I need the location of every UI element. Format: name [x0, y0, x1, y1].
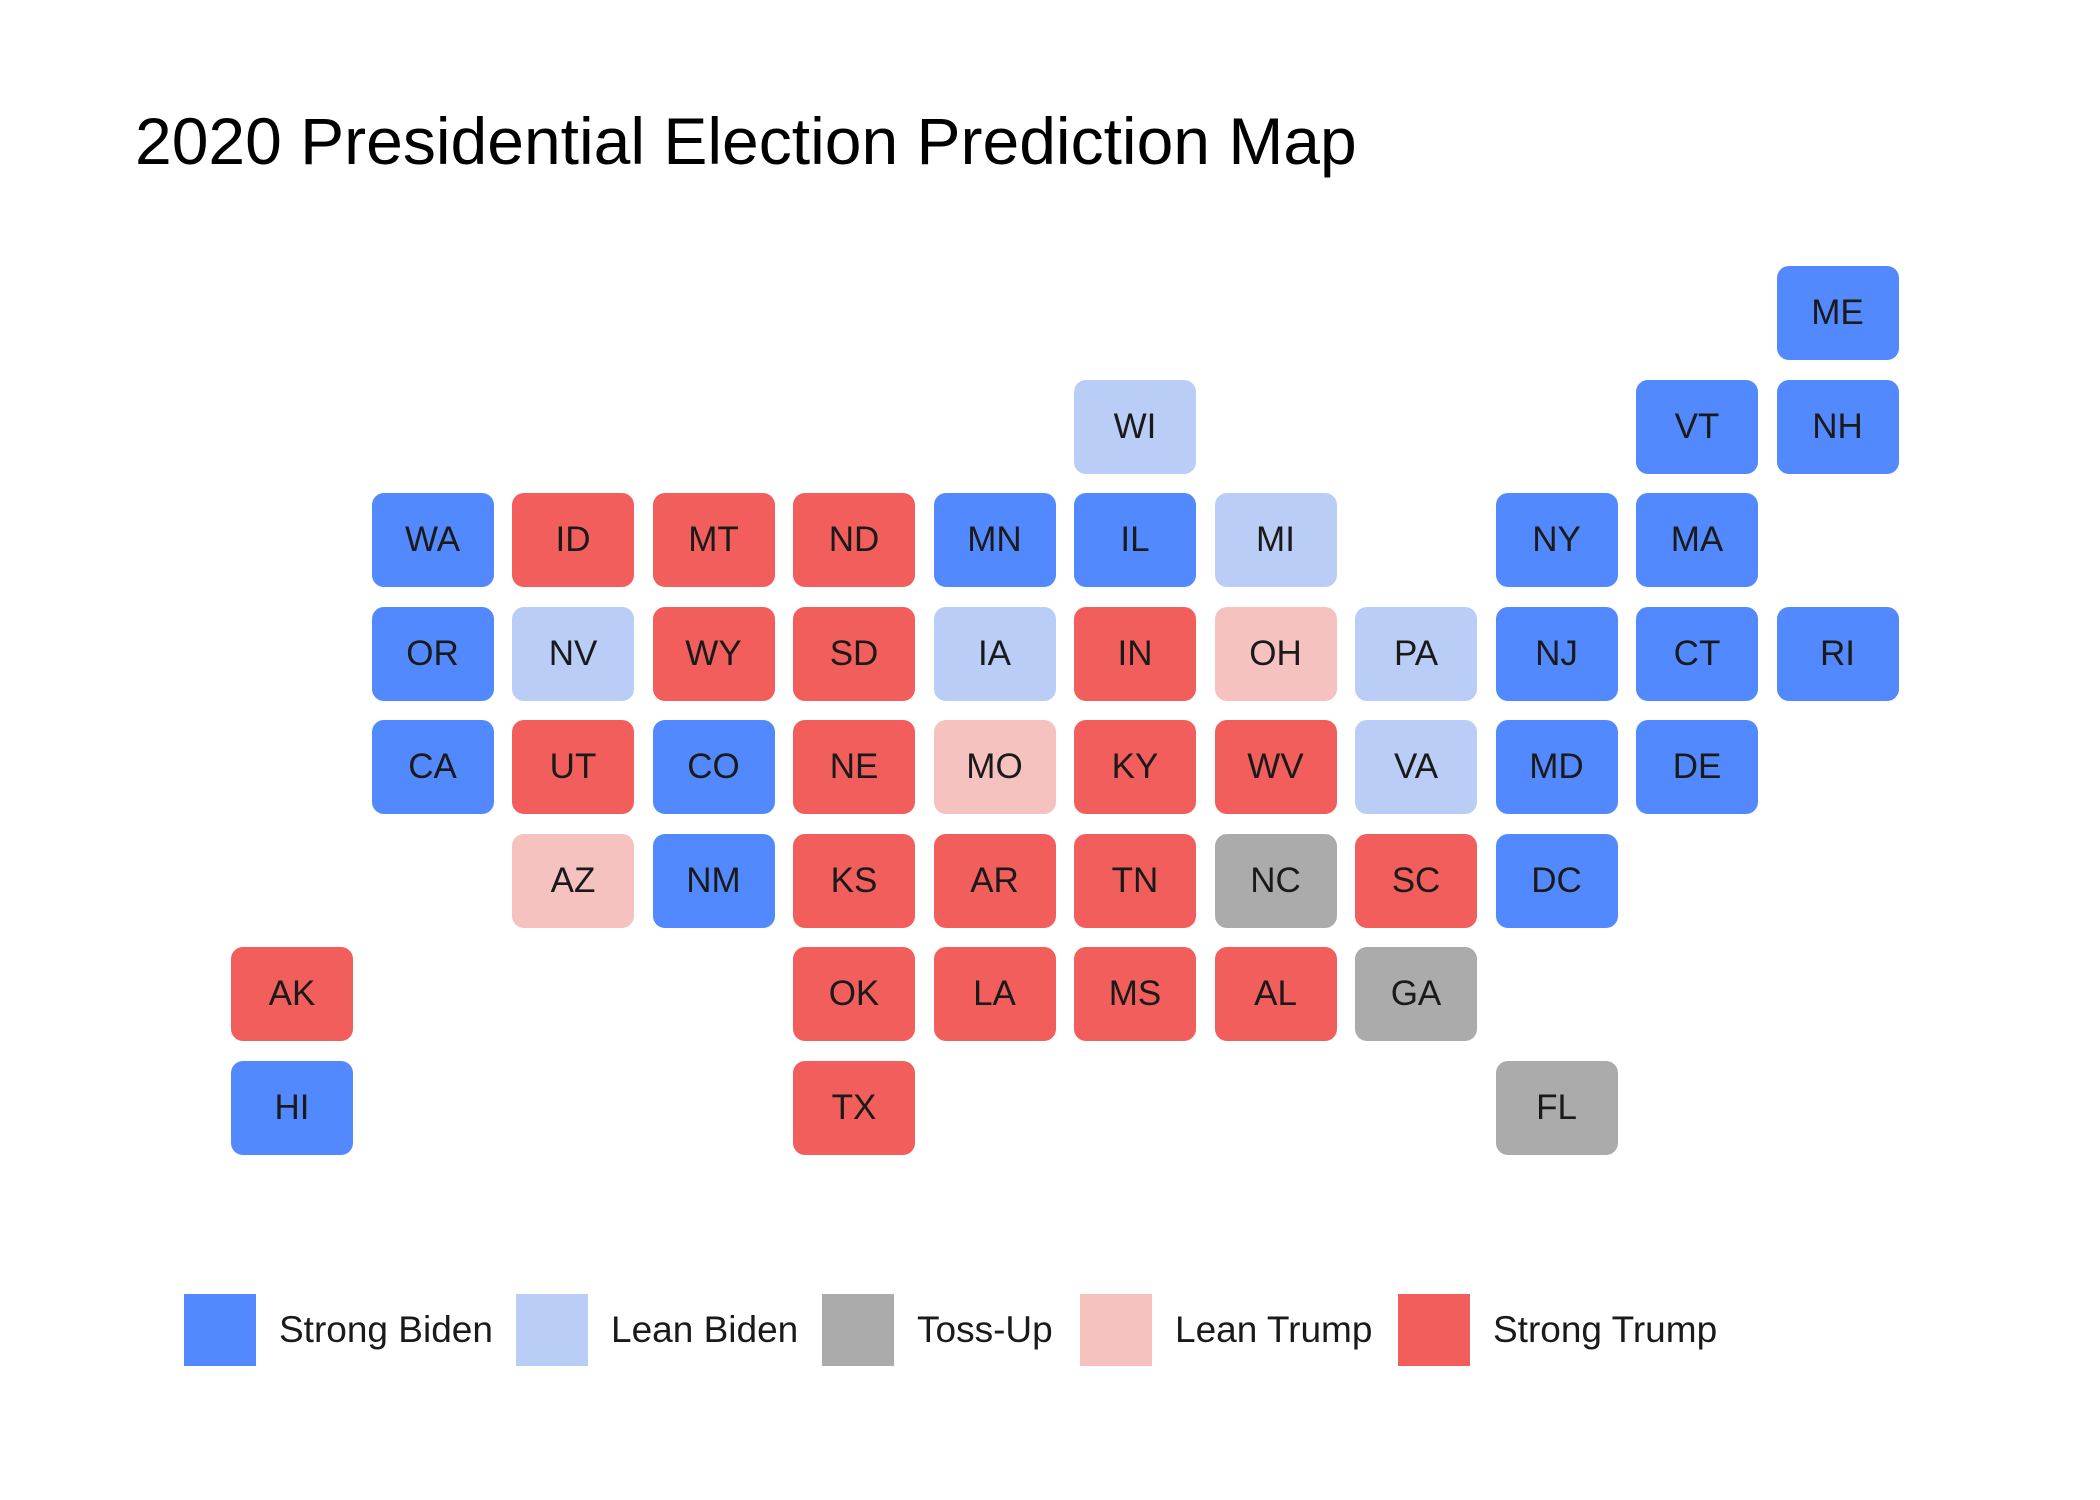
state-tile-ct: CT — [1636, 606, 1758, 701]
state-tile-pa: PA — [1355, 606, 1477, 701]
state-tile-ri: RI — [1776, 606, 1899, 701]
legend-swatch-toss-up — [822, 1294, 894, 1366]
state-tile-mi: MI — [1214, 493, 1337, 587]
state-tile-tn: TN — [1074, 833, 1196, 928]
state-tile-nc: NC — [1214, 833, 1337, 928]
state-tile-nv: NV — [512, 606, 634, 701]
state-tile-wy: WY — [652, 606, 775, 701]
state-tile-ks: KS — [793, 833, 915, 928]
state-tile-fl: FL — [1495, 1060, 1618, 1155]
state-tile-ut: UT — [512, 720, 634, 814]
state-tile-nh: NH — [1776, 379, 1899, 474]
state-tile-ca: CA — [371, 720, 494, 814]
state-tile-sc: SC — [1355, 833, 1477, 928]
state-tile-nd: ND — [793, 493, 915, 587]
legend-label-strong-biden: Strong Biden — [279, 1309, 493, 1350]
legend-label-toss-up: Toss-Up — [917, 1309, 1053, 1350]
state-tile-nj: NJ — [1495, 606, 1618, 701]
state-tile-dc: DC — [1495, 833, 1618, 928]
state-tile-mn: MN — [933, 493, 1056, 587]
state-tile-al: AL — [1214, 947, 1337, 1041]
state-tile-ga: GA — [1355, 947, 1477, 1041]
state-tile-ok: OK — [793, 947, 915, 1041]
state-tile-grid: ME WI VT NH WA ID MT ND MN IL MI NY MA OR NV WY SD IA IN OH… — [231, 266, 1899, 1155]
state-tile-ny: NY — [1495, 493, 1618, 587]
legend-swatch-lean-trump — [1080, 1294, 1152, 1366]
state-tile-co: CO — [652, 720, 775, 814]
state-tile-id: ID — [512, 493, 634, 587]
state-tile-mt: MT — [652, 493, 775, 587]
state-tile-ms: MS — [1074, 947, 1196, 1041]
state-tile-il: IL — [1074, 493, 1196, 587]
legend-swatch-strong-biden — [184, 1294, 256, 1366]
map-title: 2020 Presidential Election Prediction Ma… — [135, 104, 1357, 178]
state-tile-in: IN — [1074, 606, 1196, 701]
state-tile-mo: MO — [933, 720, 1056, 814]
state-tile-tx: TX — [793, 1060, 915, 1155]
state-tile-me: ME — [1776, 266, 1899, 360]
state-tile-va: VA — [1355, 720, 1477, 814]
state-tile-ne: NE — [793, 720, 915, 814]
state-tile-oh: OH — [1214, 606, 1337, 701]
state-tile-sd: SD — [793, 606, 915, 701]
state-tile-ak: AK — [231, 947, 353, 1041]
state-tile-wa: WA — [371, 493, 494, 587]
legend-swatch-strong-trump — [1398, 1294, 1470, 1366]
state-tile-ar: AR — [933, 833, 1056, 928]
state-tile-az: AZ — [512, 833, 634, 928]
legend-label-lean-biden: Lean Biden — [611, 1309, 799, 1350]
state-tile-nm: NM — [652, 833, 775, 928]
legend-label-lean-trump: Lean Trump — [1175, 1309, 1373, 1350]
legend-label-strong-trump: Strong Trump — [1493, 1309, 1718, 1350]
state-tile-la: LA — [933, 947, 1056, 1041]
state-tile-de: DE — [1636, 720, 1758, 814]
state-tile-ia: IA — [933, 606, 1056, 701]
state-tile-or: OR — [371, 606, 494, 701]
state-tile-ky: KY — [1074, 720, 1196, 814]
legend-swatch-lean-biden — [516, 1294, 588, 1366]
state-tile-ma: MA — [1636, 493, 1758, 587]
state-tile-md: MD — [1495, 720, 1618, 814]
state-tile-hi: HI — [231, 1060, 353, 1155]
state-tile-wi: WI — [1074, 379, 1196, 474]
state-tile-vt: VT — [1636, 379, 1758, 474]
state-tile-wv: WV — [1214, 720, 1337, 814]
